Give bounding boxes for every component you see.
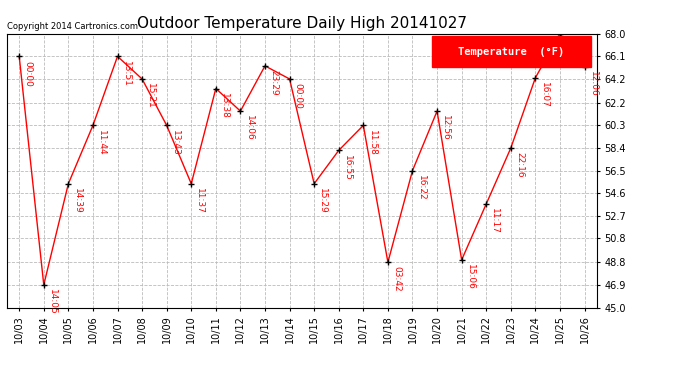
Text: 11:37: 11:37 bbox=[195, 188, 204, 214]
Text: 15:21: 15:21 bbox=[146, 83, 155, 109]
Text: 12:56: 12:56 bbox=[441, 115, 451, 141]
Text: 16:55: 16:55 bbox=[343, 154, 352, 180]
Text: Temperature  (°F): Temperature (°F) bbox=[458, 46, 564, 57]
Text: 14:06: 14:06 bbox=[244, 115, 254, 141]
Text: 16:07: 16:07 bbox=[540, 82, 549, 108]
Title: Outdoor Temperature Daily High 20141027: Outdoor Temperature Daily High 20141027 bbox=[137, 16, 467, 31]
Text: 23:29: 23:29 bbox=[269, 70, 278, 96]
Text: 13:38: 13:38 bbox=[220, 93, 229, 118]
Text: 11:44: 11:44 bbox=[97, 130, 106, 155]
FancyBboxPatch shape bbox=[432, 36, 591, 67]
Text: 00:00: 00:00 bbox=[23, 60, 32, 86]
Text: 16:22: 16:22 bbox=[417, 175, 426, 200]
Text: 11:17: 11:17 bbox=[491, 208, 500, 234]
Text: 12:06: 12:06 bbox=[589, 71, 598, 97]
Text: 22:16: 22:16 bbox=[515, 152, 524, 178]
Text: 13:51: 13:51 bbox=[121, 60, 130, 86]
Text: 11:58: 11:58 bbox=[368, 130, 377, 156]
Text: 13:43: 13:43 bbox=[171, 130, 180, 155]
Text: Copyright 2014 Cartronics.com: Copyright 2014 Cartronics.com bbox=[7, 22, 138, 31]
Text: 14:39: 14:39 bbox=[72, 188, 81, 214]
Text: 03:42: 03:42 bbox=[392, 267, 401, 292]
Text: 00:00: 00:00 bbox=[294, 83, 303, 109]
Text: 14:05: 14:05 bbox=[48, 289, 57, 315]
Text: 15:29: 15:29 bbox=[318, 188, 327, 214]
Text: 15:06: 15:06 bbox=[466, 264, 475, 290]
